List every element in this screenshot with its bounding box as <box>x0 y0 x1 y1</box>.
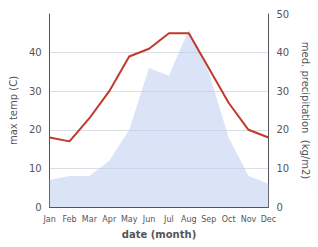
svg-text:May: May <box>121 215 138 224</box>
svg-text:50: 50 <box>276 9 289 20</box>
svg-text:Feb: Feb <box>62 215 76 224</box>
svg-text:date (month): date (month) <box>122 229 196 240</box>
svg-text:30: 30 <box>276 86 289 97</box>
svg-text:Sep: Sep <box>201 215 216 224</box>
svg-text:Mar: Mar <box>82 215 98 224</box>
svg-text:Jan: Jan <box>42 215 55 224</box>
svg-text:40: 40 <box>29 47 42 58</box>
svg-text:Jul: Jul <box>163 215 174 224</box>
svg-text:Jun: Jun <box>142 215 156 224</box>
svg-text:0: 0 <box>276 202 282 213</box>
svg-text:Apr: Apr <box>102 215 117 224</box>
svg-text:20: 20 <box>29 124 42 135</box>
svg-text:max temp (C): max temp (C) <box>8 76 19 145</box>
svg-text:10: 10 <box>276 163 289 174</box>
svg-text:10: 10 <box>29 163 42 174</box>
svg-text:Dec: Dec <box>261 215 276 224</box>
svg-text:Nov: Nov <box>241 215 257 224</box>
svg-text:Aug: Aug <box>181 215 197 224</box>
svg-text:40: 40 <box>276 47 289 58</box>
svg-text:0: 0 <box>35 202 41 213</box>
svg-text:20: 20 <box>276 124 289 135</box>
svg-text:30: 30 <box>29 86 42 97</box>
svg-text:Oct: Oct <box>222 215 236 224</box>
svg-text:med. precipitation (kg/m2): med. precipitation (kg/m2) <box>300 42 311 179</box>
